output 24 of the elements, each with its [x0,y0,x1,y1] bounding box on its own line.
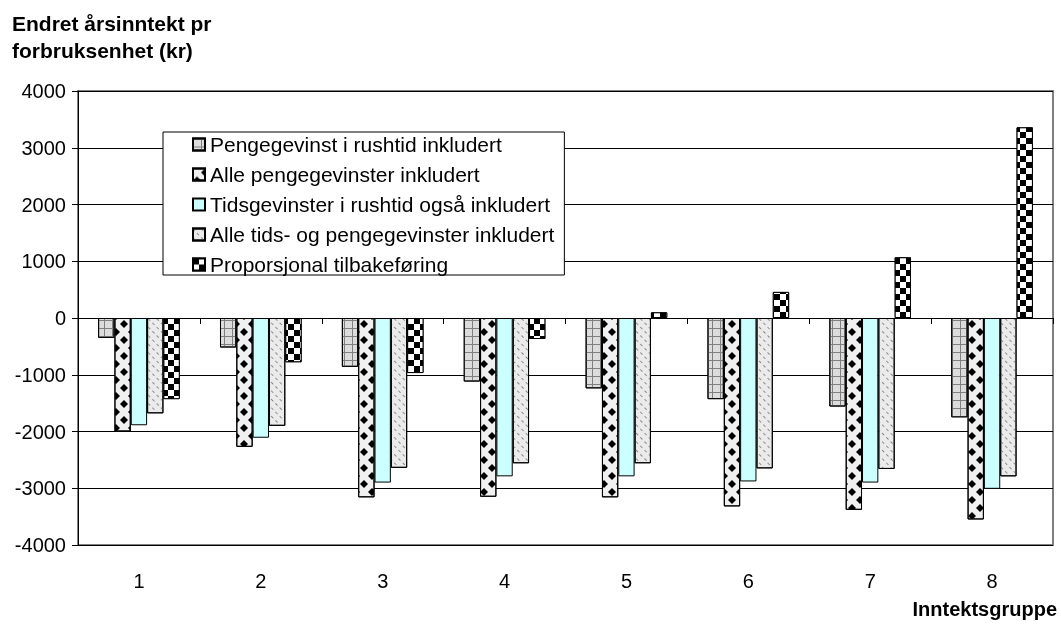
y-axis-title: Endret årsinntekt pr forbruksenhet (kr) [12,12,218,62]
x-tick-label: 1 [133,570,145,592]
x-axis-title: Inntektsgruppe [912,598,1057,620]
x-tick-label: 8 [986,570,998,592]
x-tick-label: 7 [864,570,876,592]
y-tick-label: -3000 [14,477,66,500]
legend-label: Tidsgevinster i rushtid også inkludert [210,193,551,216]
x-tick-label: 6 [742,570,754,592]
y-tick-label: -1000 [14,363,66,386]
x-tick-label: 3 [377,570,389,592]
y-tick-label: 3000 [21,136,66,159]
y-tick-label: 0 [54,307,66,329]
x-tick-label: 4 [499,570,511,592]
legend-label: Proporsjonal tilbakeføring [210,253,449,276]
y-tick-label: 2000 [21,193,66,216]
y-tick-label: -2000 [14,420,66,443]
x-tick-label: 2 [255,570,267,592]
x-tick-label: 5 [620,570,632,592]
y-tick-label: 4000 [21,80,66,102]
legend-label: Pengegevinst i rushtid inkludert [210,133,502,156]
legend-label: Alle tids- og pengegevinster inkludert [210,223,555,246]
y-tick-label: 1000 [21,250,66,273]
legend-label: Alle pengegevinster inkludert [210,163,480,186]
y-tick-label: -4000 [14,534,66,556]
